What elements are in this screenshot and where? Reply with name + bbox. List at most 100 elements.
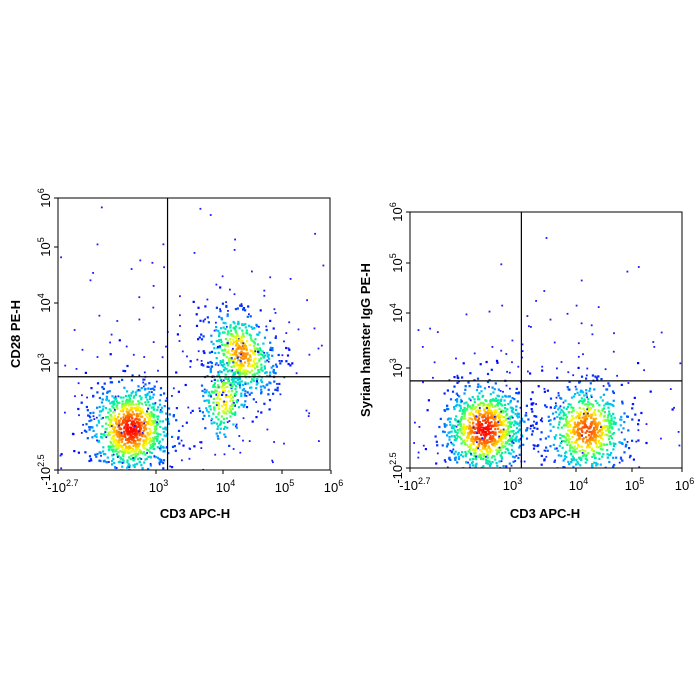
event-dot: [220, 404, 224, 408]
event-dot: [197, 350, 200, 353]
event-dot: [210, 340, 213, 343]
event-dot: [219, 360, 222, 363]
event-dot: [595, 464, 598, 467]
event-dot: [245, 329, 248, 332]
event-dot: [468, 413, 471, 416]
event-dot: [530, 408, 533, 411]
event-dot: [179, 325, 181, 327]
event-dot: [478, 425, 481, 428]
event-dot: [136, 438, 139, 442]
event-dot: [215, 329, 218, 332]
event-dot: [136, 471, 138, 473]
event-dot: [205, 389, 208, 392]
event-dot: [122, 458, 125, 461]
event-dot: [557, 426, 560, 429]
event-dot: [570, 411, 573, 414]
event-dot: [610, 452, 613, 455]
event-dot: [105, 395, 108, 398]
event-dot: [497, 437, 501, 440]
event-dot: [175, 371, 178, 374]
event-dot: [215, 422, 219, 425]
event-dot: [134, 391, 137, 394]
event-dot: [146, 392, 149, 395]
event-dot: [457, 420, 460, 423]
event-dot: [240, 380, 243, 383]
event-dot: [495, 422, 498, 425]
event-dot: [111, 454, 114, 457]
event-dot: [98, 314, 101, 317]
event-dot: [525, 429, 528, 432]
event-dot: [496, 450, 499, 453]
event-dot: [232, 360, 235, 363]
event-dot: [232, 320, 235, 324]
event-dot: [464, 385, 467, 388]
event-dot: [127, 417, 131, 420]
event-dot: [561, 446, 564, 449]
event-dot: [145, 537, 147, 539]
event-dot: [147, 408, 150, 410]
event-dot: [541, 493, 543, 495]
event-dot: [212, 421, 215, 424]
event-dot: [572, 374, 575, 377]
event-dot: [221, 386, 224, 389]
event-dot: [158, 463, 161, 466]
event-dot: [246, 315, 249, 318]
event-dot: [198, 409, 202, 413]
event-dot: [564, 413, 567, 416]
event-dot: [493, 423, 496, 426]
event-dot: [473, 452, 476, 455]
event-dot: [144, 387, 147, 391]
event-dot: [127, 445, 130, 449]
event-dot: [137, 500, 139, 502]
event-dot: [477, 447, 480, 450]
event-dot: [111, 463, 114, 466]
event-dot: [568, 380, 571, 383]
event-dot: [116, 401, 119, 404]
event-dot: [227, 330, 230, 333]
event-dot: [138, 442, 141, 445]
event-dot: [274, 388, 277, 391]
event-dot: [231, 412, 234, 415]
event-dot: [491, 507, 493, 509]
event-dot: [602, 393, 605, 396]
event-dot: [198, 336, 201, 339]
event-dot: [274, 372, 277, 375]
event-dot: [521, 356, 523, 359]
event-dot: [505, 472, 507, 474]
event-dot: [569, 403, 572, 406]
event-dot: [143, 439, 146, 442]
event-dot: [575, 304, 578, 307]
event-dot: [116, 431, 119, 434]
event-dot: [566, 406, 569, 409]
event-dot: [504, 435, 507, 438]
event-dot: [125, 415, 128, 418]
event-dot: [497, 478, 499, 480]
event-dot: [598, 410, 601, 413]
event-dot: [223, 403, 226, 406]
event-dot: [453, 429, 457, 432]
event-dot: [123, 402, 126, 406]
event-dot: [162, 430, 165, 434]
event-dot: [151, 442, 154, 446]
event-dot: [256, 343, 259, 346]
event-dot: [501, 404, 504, 407]
event-dot: [95, 433, 98, 436]
event-dot: [165, 418, 168, 421]
event-dot: [206, 365, 209, 368]
event-dot: [272, 369, 275, 372]
event-dot: [250, 386, 253, 389]
event-dot: [480, 466, 483, 468]
event-dot: [215, 340, 218, 343]
event-dot: [611, 516, 613, 518]
event-dot: [208, 414, 211, 417]
event-dot: [195, 313, 198, 316]
event-dot: [449, 398, 453, 401]
event-dot: [60, 453, 63, 456]
event-dot: [162, 243, 165, 246]
event-dot: [583, 420, 586, 423]
event-dot: [480, 476, 482, 478]
event-dot: [506, 429, 509, 432]
event-dot: [378, 498, 380, 500]
event-dot: [608, 422, 611, 425]
event-dot: [236, 368, 240, 372]
